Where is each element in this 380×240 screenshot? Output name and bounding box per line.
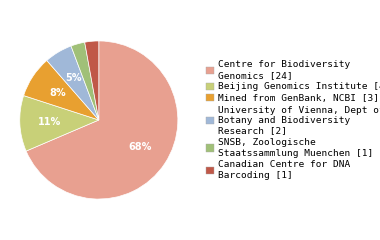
Text: 11%: 11% bbox=[38, 117, 62, 127]
Wedge shape bbox=[24, 60, 99, 120]
Legend: Centre for Biodiversity
Genomics [24], Beijing Genomics Institute [4], Mined fro: Centre for Biodiversity Genomics [24], B… bbox=[206, 60, 380, 180]
Wedge shape bbox=[71, 42, 99, 120]
Wedge shape bbox=[47, 46, 99, 120]
Text: 68%: 68% bbox=[128, 142, 151, 152]
Wedge shape bbox=[85, 41, 99, 120]
Wedge shape bbox=[20, 96, 99, 151]
Wedge shape bbox=[26, 41, 178, 199]
Text: 8%: 8% bbox=[49, 88, 66, 98]
Text: 5%: 5% bbox=[65, 73, 82, 83]
